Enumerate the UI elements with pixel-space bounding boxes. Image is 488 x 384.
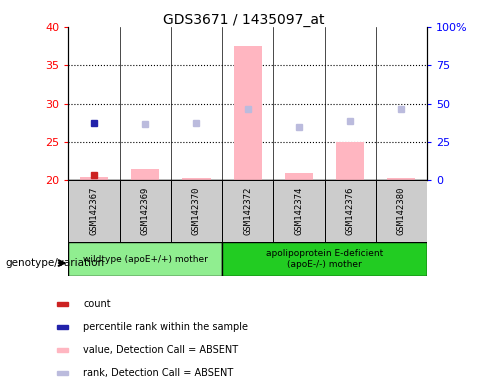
Text: GSM142369: GSM142369 xyxy=(141,187,150,235)
Text: GDS3671 / 1435097_at: GDS3671 / 1435097_at xyxy=(163,13,325,27)
Bar xyxy=(234,46,262,180)
Bar xyxy=(222,180,273,242)
Text: percentile rank within the sample: percentile rank within the sample xyxy=(83,322,248,332)
Text: GSM142374: GSM142374 xyxy=(294,187,304,235)
Bar xyxy=(120,180,171,242)
Bar xyxy=(58,325,68,329)
Text: rank, Detection Call = ABSENT: rank, Detection Call = ABSENT xyxy=(83,368,233,378)
Bar xyxy=(58,371,68,375)
Bar xyxy=(183,178,210,180)
Text: count: count xyxy=(83,299,111,309)
Text: value, Detection Call = ABSENT: value, Detection Call = ABSENT xyxy=(83,345,238,355)
Text: GSM142367: GSM142367 xyxy=(89,187,99,235)
Bar xyxy=(58,302,68,306)
Bar xyxy=(387,178,415,180)
Bar xyxy=(58,348,68,352)
Text: GSM142380: GSM142380 xyxy=(397,187,406,235)
Bar xyxy=(131,169,159,180)
Bar xyxy=(325,180,376,242)
Bar xyxy=(171,180,222,242)
Text: apolipoprotein E-deficient
(apoE-/-) mother: apolipoprotein E-deficient (apoE-/-) mot… xyxy=(266,250,383,269)
Bar xyxy=(68,242,222,276)
Bar xyxy=(222,242,427,276)
Text: GSM142370: GSM142370 xyxy=(192,187,201,235)
Text: GSM142376: GSM142376 xyxy=(346,187,355,235)
Bar xyxy=(336,142,364,180)
Text: GSM142372: GSM142372 xyxy=(243,187,252,235)
Bar xyxy=(376,180,427,242)
Bar xyxy=(285,173,313,180)
Text: genotype/variation: genotype/variation xyxy=(5,258,104,268)
Bar xyxy=(273,180,325,242)
Bar xyxy=(68,180,120,242)
Text: wildtype (apoE+/+) mother: wildtype (apoE+/+) mother xyxy=(83,255,207,264)
Bar xyxy=(80,177,108,180)
